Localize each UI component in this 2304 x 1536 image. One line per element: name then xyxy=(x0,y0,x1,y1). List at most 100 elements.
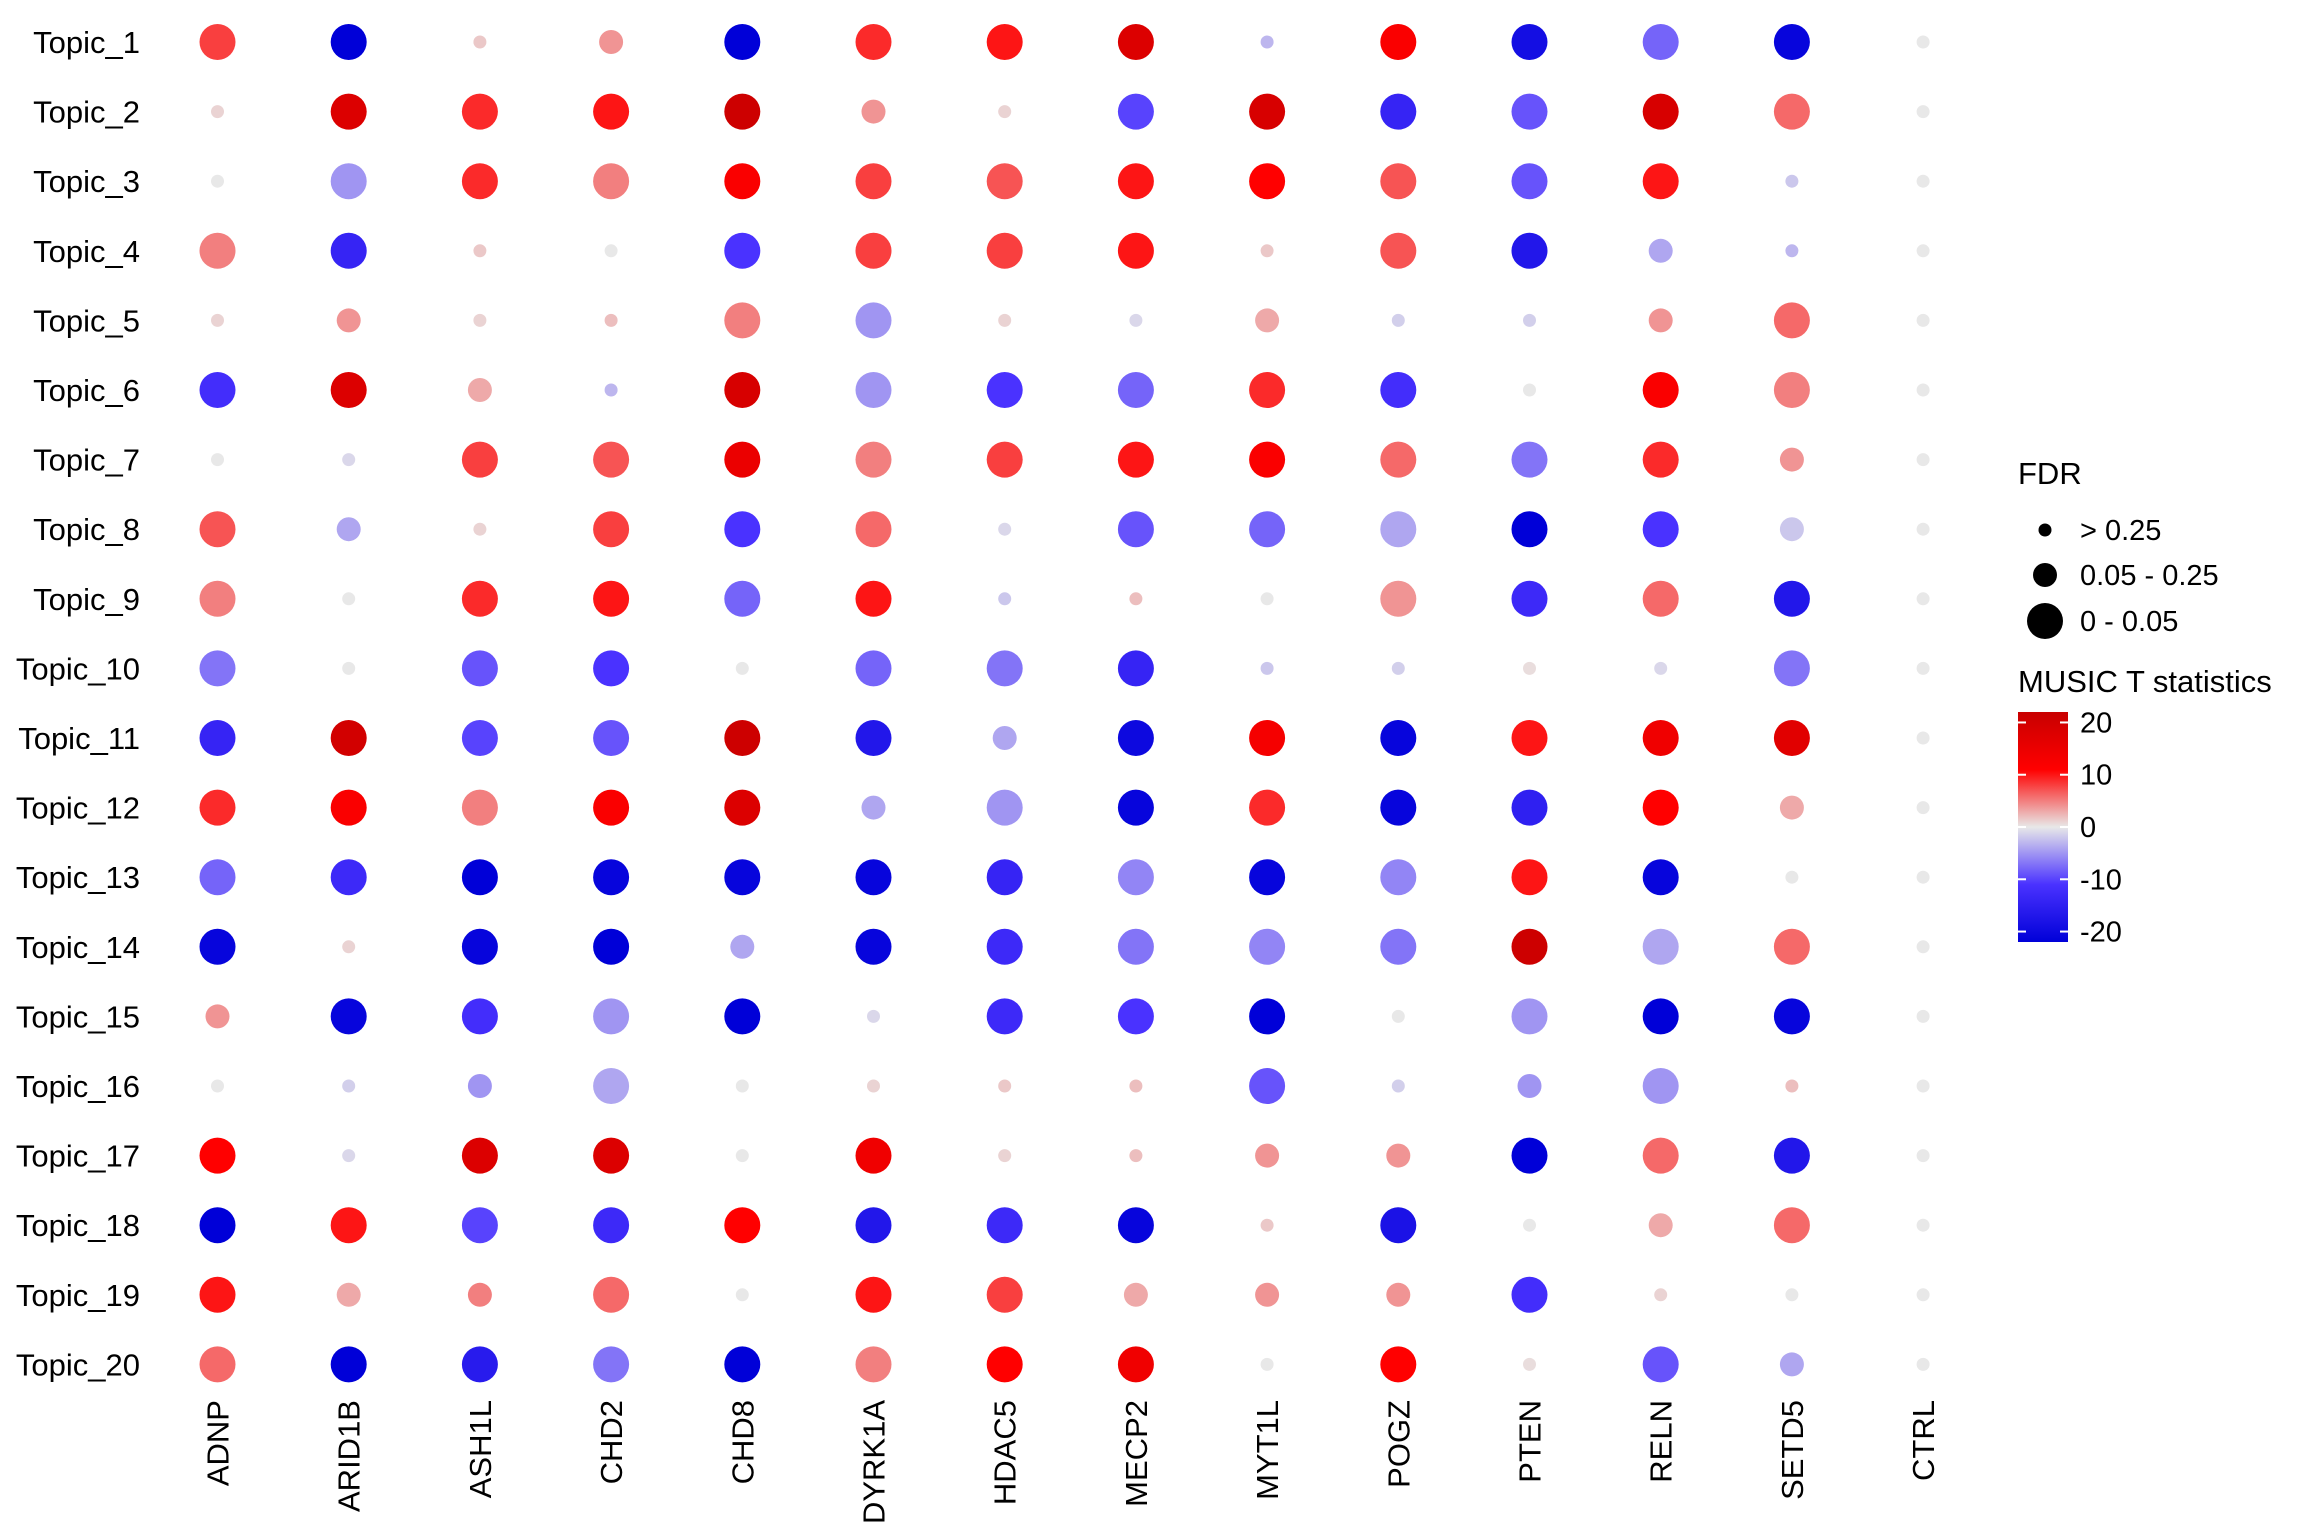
dot-topic-18-hdac5 xyxy=(986,1207,1023,1244)
topic-label: Topic_19 xyxy=(16,1278,140,1313)
dot-topic-14-hdac5 xyxy=(986,928,1023,965)
dot-topic-7-pten xyxy=(1511,441,1548,478)
dot-topic-4-mecp2 xyxy=(1117,232,1154,269)
dot-topic-8-dyrk1a xyxy=(855,511,892,548)
dot-topic-14-ash1l xyxy=(461,928,498,965)
dot-topic-6-myt1l xyxy=(1249,372,1286,408)
dot-topic-9-setd5 xyxy=(1773,580,1810,617)
t-stat-legend-title: MUSIC T statistics xyxy=(2018,664,2272,699)
gene-label: CHD2 xyxy=(594,1400,629,1484)
dot-topic-7-chd8 xyxy=(724,441,761,478)
dot-topic-17-ash1l xyxy=(461,1137,498,1174)
dot-topic-16-chd8 xyxy=(735,1079,749,1093)
dot-topic-9-pten xyxy=(1511,580,1548,617)
dot-topic-18-myt1l xyxy=(1260,1218,1274,1232)
dot-topic-19-myt1l xyxy=(1255,1282,1280,1307)
dot-topic-13-mecp2 xyxy=(1117,859,1154,896)
dot-topic-19-hdac5 xyxy=(986,1276,1023,1313)
dot-topic-5-reln xyxy=(1648,308,1673,333)
dot-topic-16-ctrl xyxy=(1916,1079,1930,1093)
dot-topic-4-arid1b xyxy=(330,232,367,269)
dot-topic-3-pogz xyxy=(1380,163,1417,200)
dot-topic-3-dyrk1a xyxy=(855,163,892,200)
dot-topic-7-mecp2 xyxy=(1117,441,1154,478)
dot-topic-20-arid1b xyxy=(330,1346,367,1383)
dot-topic-3-chd8 xyxy=(724,163,761,200)
dot-topic-11-arid1b xyxy=(330,720,367,756)
dot-topic-1-reln xyxy=(1642,24,1679,60)
dot-topic-12-hdac5 xyxy=(986,789,1023,826)
dot-topic-19-arid1b xyxy=(336,1282,361,1307)
dot-topic-2-ctrl xyxy=(1916,105,1930,119)
topic-label: Topic_9 xyxy=(33,582,140,617)
dot-topic-13-hdac5 xyxy=(986,859,1023,896)
dot-topic-12-setd5 xyxy=(1779,795,1804,820)
dot-topic-10-adnp xyxy=(199,650,236,687)
dot-topic-17-reln xyxy=(1642,1137,1679,1174)
dot-topic-4-ash1l xyxy=(473,244,487,258)
dot-topic-4-reln xyxy=(1648,238,1673,263)
dot-topic-6-ash1l xyxy=(467,378,492,402)
dot-topic-15-pogz xyxy=(1391,1009,1405,1023)
dot-topic-20-hdac5 xyxy=(986,1346,1023,1383)
dot-topic-5-pogz xyxy=(1391,313,1405,327)
colorbar-tick-label: -10 xyxy=(2080,864,2122,896)
dot-topic-10-arid1b xyxy=(342,661,356,675)
dot-topic-3-ash1l xyxy=(461,163,498,200)
dot-topic-20-ash1l xyxy=(461,1346,498,1383)
topic-label: Topic_13 xyxy=(16,860,140,895)
dot-topic-9-reln xyxy=(1642,580,1679,617)
dot-topic-4-hdac5 xyxy=(986,232,1023,269)
dot-topic-15-reln xyxy=(1642,998,1679,1035)
dot-topic-12-reln xyxy=(1642,789,1679,826)
dot-topic-12-arid1b xyxy=(330,789,367,826)
dot-topic-4-myt1l xyxy=(1260,244,1274,258)
dot-topic-7-ash1l xyxy=(461,441,498,478)
dot-topic-1-arid1b xyxy=(330,24,367,60)
dot-topic-9-pogz xyxy=(1380,580,1417,617)
dot-topic-16-setd5 xyxy=(1785,1079,1799,1093)
dot-topic-12-mecp2 xyxy=(1117,789,1154,826)
dot-topic-6-mecp2 xyxy=(1117,372,1154,408)
gene-label: CTRL xyxy=(1906,1400,1941,1481)
dot-topic-17-adnp xyxy=(199,1137,236,1174)
dot-topic-1-dyrk1a xyxy=(855,24,892,60)
dot-topic-3-pten xyxy=(1511,163,1548,200)
dot-topic-7-adnp xyxy=(211,453,224,467)
dot-topic-17-chd2 xyxy=(593,1137,630,1174)
dot-topic-5-dyrk1a xyxy=(855,302,892,339)
dot-topic-16-dyrk1a xyxy=(867,1079,880,1093)
dot-topic-8-pogz xyxy=(1380,511,1417,548)
fdr-legend-label: > 0.25 xyxy=(2080,515,2161,547)
dot-topic-10-hdac5 xyxy=(986,650,1023,687)
dot-topic-7-myt1l xyxy=(1249,441,1286,478)
dot-topic-2-chd2 xyxy=(593,93,630,130)
dot-topic-9-dyrk1a xyxy=(855,580,892,617)
legend: FDR > 0.25 0.05 - 0.25 0 - 0.05 MUSIC T st… xyxy=(2018,456,2272,949)
dot-topic-16-ash1l xyxy=(467,1074,492,1098)
topic-label: Topic_11 xyxy=(18,721,140,756)
fdr-legend-label: 0 - 0.05 xyxy=(2080,606,2178,638)
topic-label: Topic_2 xyxy=(33,95,140,130)
colorbar-tick-label: -20 xyxy=(2080,917,2122,949)
dot-topic-20-reln xyxy=(1642,1346,1679,1383)
dot-topic-11-myt1l xyxy=(1249,720,1286,756)
gene-label: ARID1B xyxy=(332,1400,367,1512)
dot-topic-20-adnp xyxy=(199,1346,236,1383)
dot-topic-18-setd5 xyxy=(1773,1207,1810,1244)
dot-topic-2-myt1l xyxy=(1249,93,1286,130)
colorbar-tick-label: 0 xyxy=(2080,812,2096,844)
dot-topic-6-reln xyxy=(1642,372,1679,408)
dot-topic-17-chd8 xyxy=(735,1149,749,1163)
dot-topic-4-ctrl xyxy=(1916,244,1930,258)
dot-topic-11-reln xyxy=(1642,720,1679,756)
dot-topic-5-pten xyxy=(1523,313,1536,327)
dot-topic-8-ash1l xyxy=(473,522,487,536)
topic-label: Topic_4 xyxy=(33,234,140,269)
dot-topic-10-ash1l xyxy=(461,650,498,687)
dot-topic-6-setd5 xyxy=(1773,372,1810,408)
dot-topic-15-mecp2 xyxy=(1117,998,1154,1035)
dot-topic-10-chd8 xyxy=(735,661,749,675)
dot-topic-19-ctrl xyxy=(1916,1288,1930,1302)
dot-topic-20-dyrk1a xyxy=(855,1346,892,1383)
